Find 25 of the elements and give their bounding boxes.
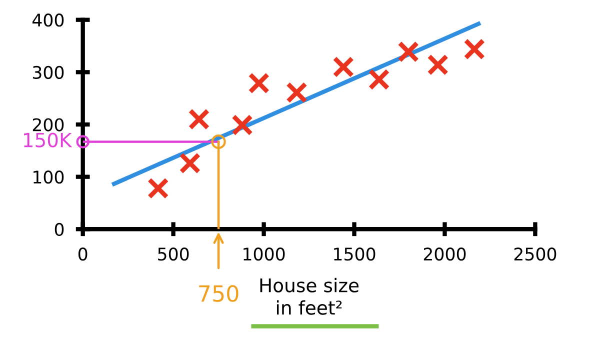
x-axis-title: House size in feet²: [260, 278, 359, 315]
point: [427, 54, 449, 76]
point: [286, 82, 308, 104]
point: [398, 41, 420, 62]
ref-line-label: 150K: [24, 132, 72, 148]
x-tick-label: 1500: [334, 248, 376, 261]
point: [248, 72, 270, 94]
x-tick-label: 0: [78, 248, 88, 261]
point: [179, 152, 201, 174]
x-tick-label: 1000: [244, 248, 285, 261]
point: [464, 38, 486, 60]
y-tick-label: 0: [54, 222, 64, 236]
y-tick-label: 200: [32, 118, 64, 132]
y-tick-label: 400: [32, 14, 64, 27]
ref-line-label: 750: [199, 285, 238, 302]
point: [368, 68, 390, 90]
y-tick-label: 300: [32, 66, 64, 80]
x-tick-label: 2000: [424, 248, 466, 261]
point: [147, 178, 169, 200]
point: [232, 114, 253, 136]
point: [188, 108, 210, 130]
point: [332, 56, 354, 78]
x-tick-label: 2500: [514, 248, 556, 261]
y-tick-label: 100: [34, 170, 64, 184]
x-tick-label: 500: [158, 248, 189, 261]
